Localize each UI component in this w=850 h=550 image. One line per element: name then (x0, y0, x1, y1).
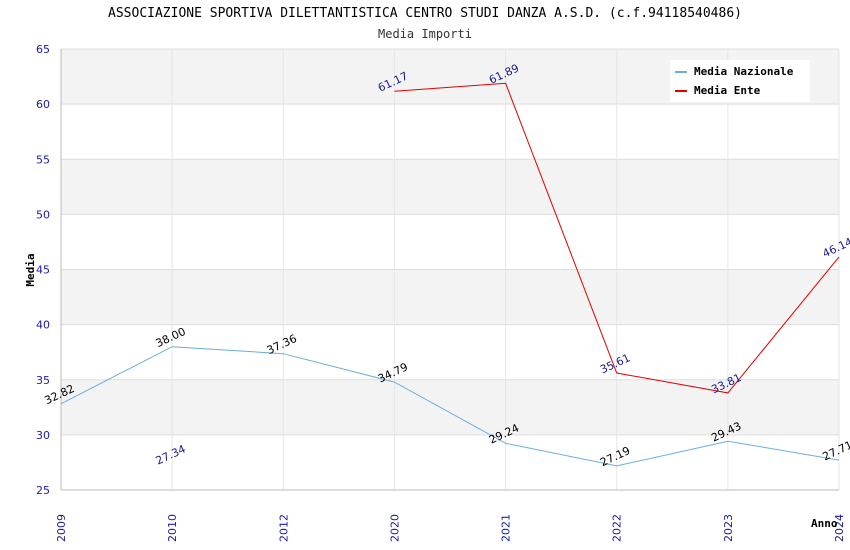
chart-title: ASSOCIAZIONE SPORTIVA DILETTANTISTICA CE… (108, 6, 742, 21)
x-tick-label: 2023 (722, 514, 735, 542)
y-tick-label: 60 (36, 98, 50, 111)
grid-band (61, 269, 839, 325)
legend-box (670, 60, 810, 102)
y-tick-label: 30 (36, 429, 50, 442)
x-tick-label: 2022 (611, 514, 624, 542)
y-axis-title: Media (24, 253, 37, 286)
x-tick-label: 2010 (166, 514, 179, 542)
x-tick-label: 2024 (833, 514, 846, 542)
legend: Media Nazionale Media Ente (670, 60, 810, 102)
grid-band (61, 434, 839, 490)
y-tick-label: 25 (36, 484, 50, 497)
y-tick-label: 45 (36, 264, 50, 277)
y-tick-label: 55 (36, 153, 50, 166)
x-axis-ticks: 2009 2010 2012 2020 2021 2022 2023 2024 (55, 514, 846, 542)
x-axis-title: Anno (811, 517, 838, 530)
x-tick-label: 2012 (277, 514, 290, 542)
y-tick-label: 65 (36, 43, 50, 56)
legend-label-media-nazionale: Media Nazionale (694, 65, 794, 78)
x-tick-label: 2021 (500, 514, 513, 542)
legend-label-media-ente: Media Ente (694, 84, 761, 97)
y-axis-ticks: 25 30 35 40 45 50 55 60 65 (36, 43, 50, 497)
y-tick-label: 35 (36, 374, 50, 387)
x-tick-label: 2009 (55, 514, 68, 542)
series-line-media-ente (394, 82, 840, 394)
grid-lines (60, 48, 840, 491)
grid-bands (61, 49, 839, 490)
x-tick-label: 2020 (388, 514, 401, 542)
y-tick-label: 50 (36, 208, 50, 221)
y-tick-label: 40 (36, 319, 50, 332)
series-line-media-nazionale (60, 346, 840, 467)
grid-band (61, 159, 839, 215)
chart-subtitle: Media Importi (378, 27, 472, 41)
grid-band (61, 324, 839, 380)
grid-band (61, 379, 839, 435)
grid-band (61, 104, 839, 160)
series-lines (60, 82, 840, 467)
grid-band (61, 214, 839, 270)
